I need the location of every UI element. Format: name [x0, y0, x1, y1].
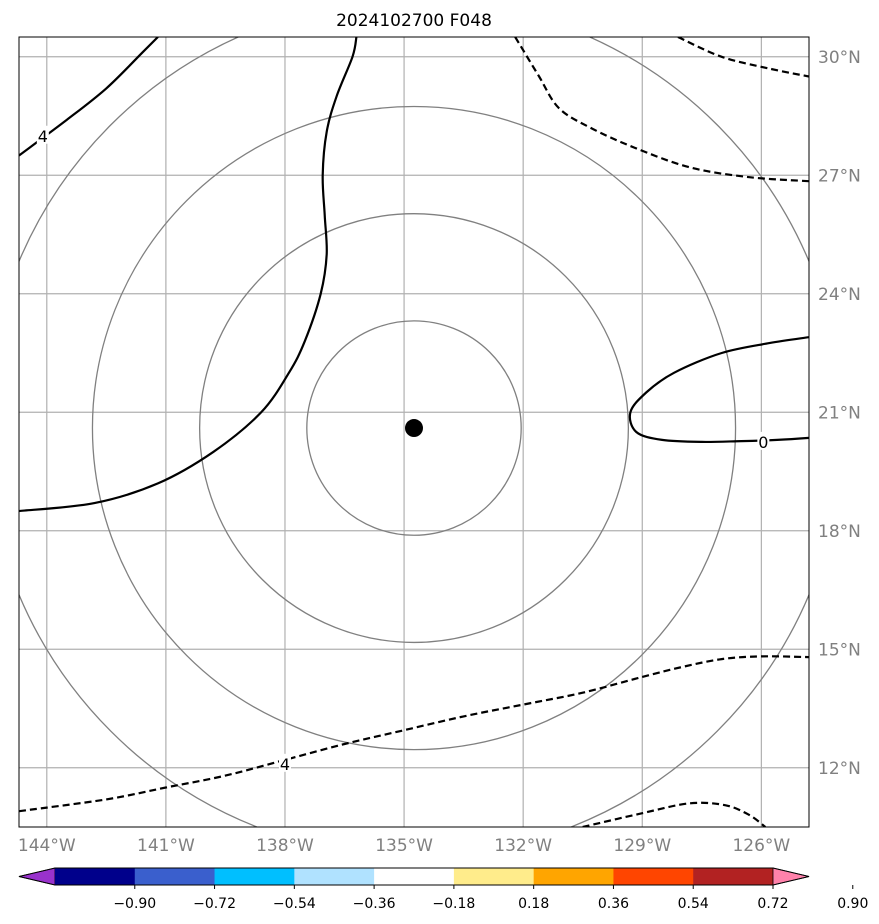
y-tick-label: 18°N: [818, 522, 861, 542]
colorbar-tick-label: −0.18: [432, 896, 475, 912]
solid-contour: [628, 336, 809, 444]
colorbar-tick-label: 0.18: [518, 896, 549, 912]
colorbar-outline: [18, 867, 810, 886]
range-ring: [306, 320, 522, 536]
x-tick-label: 129°W: [613, 836, 671, 856]
colorbar-tick-label: 0.36: [598, 896, 629, 912]
plot-frame: [18, 36, 810, 828]
colorbar-segment: [453, 868, 535, 885]
colorbar-segment: [613, 868, 694, 885]
contour-label-bg: [36, 125, 49, 144]
range-ring: [91, 105, 737, 751]
solid-contour: [19, 37, 358, 513]
colorbar-tick-label: 0.72: [757, 896, 788, 912]
colorbar-tick-label: −0.36: [353, 896, 396, 912]
gridlines: [19, 37, 809, 827]
colorbar-tick-label: −0.90: [113, 896, 156, 912]
contour-label: 4: [38, 127, 48, 146]
contour-label: 0: [758, 433, 768, 452]
range-ring: [198, 213, 630, 644]
chart-title: 2024102700 F048: [336, 11, 492, 31]
colorbar-segment: [693, 868, 774, 885]
colorbar-tick-label: −0.54: [273, 896, 316, 912]
colorbar-segment: [374, 868, 455, 885]
y-tick-label: 24°N: [818, 285, 861, 305]
storm-center-dot: [405, 419, 423, 438]
dashed-contour: [19, 655, 809, 813]
x-tick-label: 144°W: [18, 836, 76, 856]
x-tick-label: 141°W: [137, 836, 195, 856]
colorbar: −0.90 −0.72 −0.54 −0.36 −0.18 0.18 0.36 0.54 0.7…: [18, 867, 868, 912]
colorbar-segment: [533, 868, 614, 885]
y-axis-ticks: 12°N 15°N 18°N 21°N 24°N 27°N 30°N: [818, 48, 861, 779]
contour-lines: [19, 37, 809, 827]
dashed-contour: [582, 801, 766, 827]
colorbar-extend-high: [772, 867, 810, 886]
colorbar-segment: [55, 868, 136, 885]
contour-label-bg: [757, 431, 770, 450]
colorbar-segment: [214, 868, 295, 885]
colorbar-tick-label: 0.90: [837, 896, 868, 912]
colorbar-segment: [134, 868, 216, 885]
y-tick-label: 30°N: [818, 48, 861, 68]
colorbar-extend-low: [18, 867, 56, 886]
colorbar-tick-label: −0.72: [193, 896, 236, 912]
storm-center: [405, 419, 423, 438]
solid-contour: [19, 37, 159, 157]
y-tick-label: 27°N: [818, 166, 861, 186]
colorbar-tick-label: 0.54: [678, 896, 709, 912]
x-tick-label: 132°W: [494, 836, 552, 856]
x-tick-label: 135°W: [375, 836, 433, 856]
x-tick-label: 138°W: [256, 836, 314, 856]
y-tick-label: 21°N: [818, 403, 861, 423]
contour-labels: 4 0 4: [36, 125, 770, 774]
y-tick-label: 15°N: [818, 640, 861, 660]
y-tick-label: 12°N: [818, 759, 861, 779]
contour-label-bg: [278, 753, 291, 772]
colorbar-segment: [294, 868, 375, 885]
range-rings: [19, 37, 809, 827]
dashed-contour: [677, 37, 809, 78]
contour-label: 4: [280, 755, 290, 774]
dashed-contour: [514, 37, 809, 183]
x-tick-label: 126°W: [732, 836, 790, 856]
x-axis-ticks: 144°W 141°W 138°W 135°W 132°W 129°W 126°W: [18, 836, 791, 856]
